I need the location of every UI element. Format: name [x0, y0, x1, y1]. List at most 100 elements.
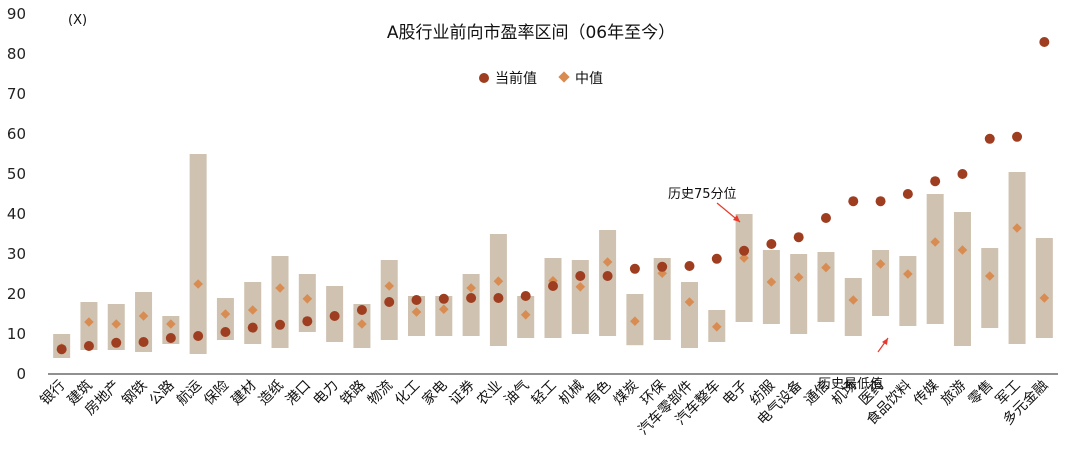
current-marker	[766, 239, 777, 249]
legend-current-marker	[479, 73, 489, 83]
current-marker	[247, 322, 258, 333]
median-marker	[84, 317, 94, 327]
range-bar	[735, 214, 753, 322]
x-tick-label: 传媒	[911, 378, 942, 409]
x-tick-label: 港口	[283, 378, 314, 409]
range-bar	[462, 274, 480, 336]
range-bars	[53, 154, 1053, 358]
median-marker	[520, 310, 531, 320]
current-marker	[329, 311, 340, 321]
current-marker	[56, 344, 67, 355]
current-marker	[275, 319, 286, 330]
range-bar	[271, 256, 289, 348]
x-tick-label: 银行	[37, 378, 68, 409]
median-marker	[848, 295, 859, 305]
median-marker	[111, 319, 122, 329]
y-axis: 0 10 20 30 40 50 60 70 80 90	[7, 5, 26, 383]
x-tick-label: 航运	[174, 378, 205, 409]
range-bar	[844, 278, 862, 336]
x-tick-label: 零售	[965, 378, 996, 409]
annotation-high-label: 历史75分位	[668, 187, 737, 202]
range-bar	[135, 292, 153, 352]
x-tick-label: 家电	[419, 377, 451, 409]
current-marker	[356, 305, 367, 315]
y-unit-label: (X)	[68, 13, 87, 28]
range-bar	[544, 258, 562, 338]
current-marker	[575, 271, 586, 281]
range-bar	[599, 230, 617, 336]
current-marker	[193, 331, 204, 341]
current-marker	[793, 232, 804, 243]
x-tick-label: 造纸	[256, 378, 287, 409]
median-marker	[275, 283, 285, 293]
current-marker	[602, 271, 613, 281]
legend-median-marker	[558, 71, 570, 83]
x-tick-label: 煤炭	[611, 378, 642, 409]
range-bar	[872, 250, 890, 316]
median-marker	[793, 272, 804, 282]
median-marker	[930, 237, 940, 247]
current-marker	[820, 213, 831, 223]
range-bar	[953, 212, 971, 346]
x-tick-label: 证券	[447, 378, 478, 409]
annotation-low-arrowhead	[882, 338, 888, 345]
x-tick-label: 电力	[310, 378, 341, 409]
x-tick-label: 物流	[365, 378, 396, 409]
range-bar	[189, 154, 207, 354]
range-bar	[1035, 238, 1053, 338]
y-tick-label: 90	[7, 5, 26, 23]
x-tick-label: 化工	[392, 378, 423, 409]
current-marker	[930, 176, 941, 187]
median-marker	[630, 316, 640, 326]
current-marker	[957, 169, 968, 179]
x-tick-label: 建材	[228, 378, 259, 409]
y-tick-label: 10	[7, 325, 26, 343]
median-marker	[1012, 223, 1022, 233]
current-marker	[875, 196, 886, 207]
x-tick-label: 钢铁	[119, 378, 150, 409]
current-marker	[165, 333, 176, 343]
median-marker	[548, 276, 558, 286]
current-marker	[220, 327, 231, 337]
median-marker	[166, 319, 176, 329]
range-bar	[653, 258, 671, 340]
range-bar	[680, 282, 698, 348]
median-marker	[384, 281, 395, 291]
range-bar	[790, 254, 808, 334]
median-marker	[138, 311, 149, 321]
y-tick-label: 30	[7, 245, 26, 263]
y-tick-label: 20	[7, 285, 26, 303]
current-marker	[138, 337, 149, 347]
median-marker	[466, 283, 476, 293]
median-marker	[602, 257, 613, 267]
y-tick-label: 0	[16, 365, 26, 383]
current-marker	[848, 196, 859, 207]
median-marker	[1039, 293, 1050, 303]
range-bar	[762, 250, 780, 324]
current-marker	[302, 316, 313, 327]
range-bar	[899, 256, 917, 326]
x-tick-label: 保险	[201, 378, 232, 409]
current-marker	[1039, 37, 1050, 47]
x-tick-label: 电子	[720, 378, 751, 409]
current-marker	[548, 281, 558, 291]
current-marker	[684, 261, 695, 271]
current-marker	[384, 297, 395, 307]
median-marker	[439, 304, 449, 314]
current-marker	[411, 295, 422, 305]
current-marker	[493, 293, 504, 303]
median-marker	[357, 319, 367, 329]
annotation-high: 历史75分位	[668, 187, 741, 223]
current-marker	[438, 293, 449, 304]
median-marker	[739, 253, 749, 263]
current-markers	[56, 37, 1050, 355]
current-marker	[711, 253, 722, 264]
legend: 当前值 中值	[479, 70, 603, 87]
y-tick-label: 70	[7, 85, 26, 103]
y-tick-label: 50	[7, 165, 26, 183]
y-tick-label: 60	[7, 125, 26, 143]
median-marker	[193, 279, 203, 289]
current-marker	[520, 291, 531, 301]
current-marker	[466, 293, 477, 303]
median-marker	[411, 307, 422, 317]
